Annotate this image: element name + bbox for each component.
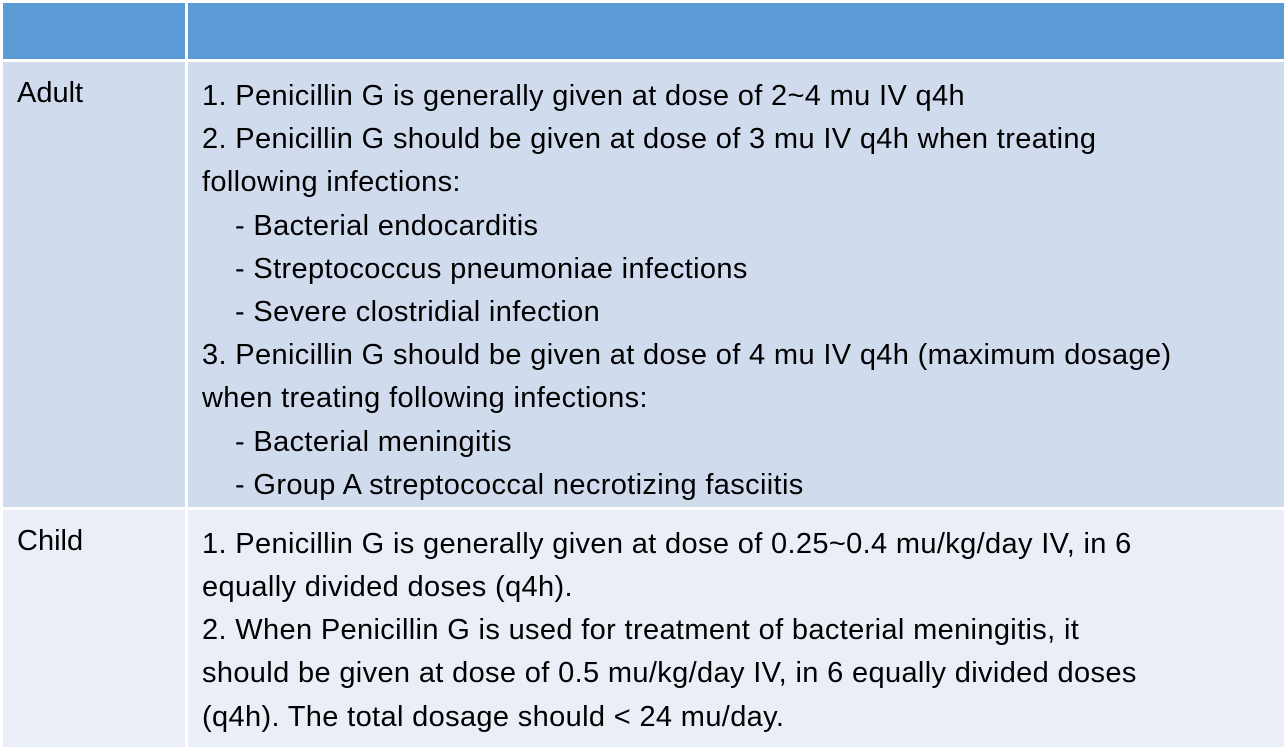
row-label-adult: Adult — [2, 61, 187, 509]
dosage-line: - Severe clostridial infection — [202, 291, 1278, 334]
dosage-line: - Bacterial meningitis — [202, 421, 1278, 464]
dosage-line: when treating following infections: — [202, 377, 1278, 420]
row-content-child: 1. Penicillin G is generally given at do… — [187, 508, 1284, 747]
table-row-child: Child 1. Penicillin G is generally given… — [2, 508, 1284, 747]
table-header-row — [2, 2, 1284, 61]
dosage-line: 2. Penicillin G should be given at dose … — [202, 118, 1278, 161]
dosage-line: following infections: — [202, 161, 1278, 204]
dosage-line: 1. Penicillin G is generally given at do… — [202, 523, 1278, 566]
row-label-child: Child — [2, 508, 187, 747]
header-cell-content — [187, 2, 1284, 61]
dosage-line: - Bacterial endocarditis — [202, 205, 1278, 248]
dosage-line: 1. Penicillin G is generally given at do… — [202, 75, 1278, 118]
dosage-line: should be given at dose of 0.5 mu/kg/day… — [202, 652, 1278, 695]
dosage-line: (q4h). The total dosage should < 24 mu/d… — [202, 696, 1278, 739]
dosage-line: 2. When Penicillin G is used for treatme… — [202, 609, 1278, 652]
table-row-adult: Adult 1. Penicillin G is generally given… — [2, 61, 1284, 509]
dosage-line: - Group A streptococcal necrotizing fasc… — [202, 464, 1278, 507]
row-content-adult: 1. Penicillin G is generally given at do… — [187, 61, 1284, 509]
dosage-line: equally divided doses (q4h). — [202, 566, 1278, 609]
dosage-line: - Streptococcus pneumoniae infections — [202, 248, 1278, 291]
header-cell-label — [2, 2, 187, 61]
dosage-line: 3. Penicillin G should be given at dose … — [202, 334, 1278, 377]
